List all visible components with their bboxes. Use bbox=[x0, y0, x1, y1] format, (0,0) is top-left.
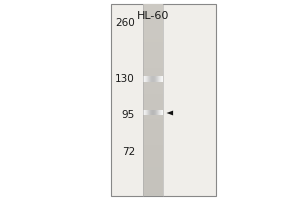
Polygon shape bbox=[167, 111, 173, 115]
Bar bbox=[143, 68, 163, 71]
Bar bbox=[111, 4, 216, 196]
Bar bbox=[143, 110, 163, 113]
Bar bbox=[143, 142, 163, 145]
Bar bbox=[143, 71, 163, 74]
Bar bbox=[143, 158, 163, 161]
Bar bbox=[143, 65, 163, 68]
Bar bbox=[143, 26, 163, 30]
Bar bbox=[143, 52, 163, 55]
Text: 260: 260 bbox=[115, 18, 135, 28]
Bar bbox=[143, 55, 163, 58]
Bar bbox=[143, 39, 163, 42]
Bar bbox=[143, 49, 163, 52]
Bar bbox=[143, 36, 163, 39]
Bar bbox=[143, 84, 163, 87]
Bar bbox=[143, 7, 163, 10]
Bar bbox=[143, 174, 163, 177]
Bar bbox=[143, 190, 163, 193]
Bar bbox=[143, 81, 163, 84]
Bar bbox=[143, 4, 163, 7]
Text: 95: 95 bbox=[122, 110, 135, 120]
Bar bbox=[143, 106, 163, 110]
Bar bbox=[143, 167, 163, 170]
Bar bbox=[143, 113, 163, 116]
Bar bbox=[143, 193, 163, 196]
Text: 72: 72 bbox=[122, 147, 135, 157]
Bar bbox=[143, 58, 163, 62]
Bar bbox=[143, 154, 163, 158]
Bar bbox=[143, 33, 163, 36]
Bar bbox=[143, 17, 163, 20]
Bar bbox=[143, 62, 163, 65]
Bar bbox=[143, 23, 163, 26]
Bar bbox=[143, 161, 163, 164]
Bar bbox=[143, 78, 163, 81]
Bar bbox=[143, 30, 163, 33]
Bar bbox=[143, 132, 163, 135]
Bar bbox=[143, 103, 163, 106]
Bar bbox=[143, 74, 163, 78]
Bar bbox=[143, 10, 163, 14]
Text: 130: 130 bbox=[115, 74, 135, 84]
Bar bbox=[143, 135, 163, 138]
Bar bbox=[143, 177, 163, 180]
Bar bbox=[143, 170, 163, 174]
Bar bbox=[143, 148, 163, 151]
Text: HL-60: HL-60 bbox=[137, 11, 169, 21]
Bar bbox=[143, 122, 163, 126]
Bar bbox=[143, 14, 163, 17]
Bar bbox=[143, 145, 163, 148]
Bar bbox=[143, 129, 163, 132]
Bar bbox=[143, 42, 163, 46]
Bar bbox=[143, 20, 163, 23]
Bar bbox=[143, 180, 163, 183]
Bar bbox=[143, 94, 163, 97]
Bar bbox=[143, 119, 163, 122]
Bar bbox=[143, 90, 163, 94]
Bar bbox=[143, 183, 163, 186]
Bar bbox=[143, 87, 163, 90]
Bar bbox=[143, 164, 163, 167]
Bar bbox=[143, 126, 163, 129]
Bar bbox=[143, 46, 163, 49]
Bar bbox=[143, 186, 163, 190]
Bar bbox=[143, 100, 163, 103]
Bar bbox=[143, 138, 163, 142]
Bar bbox=[143, 97, 163, 100]
Bar bbox=[143, 116, 163, 119]
Bar bbox=[143, 151, 163, 154]
